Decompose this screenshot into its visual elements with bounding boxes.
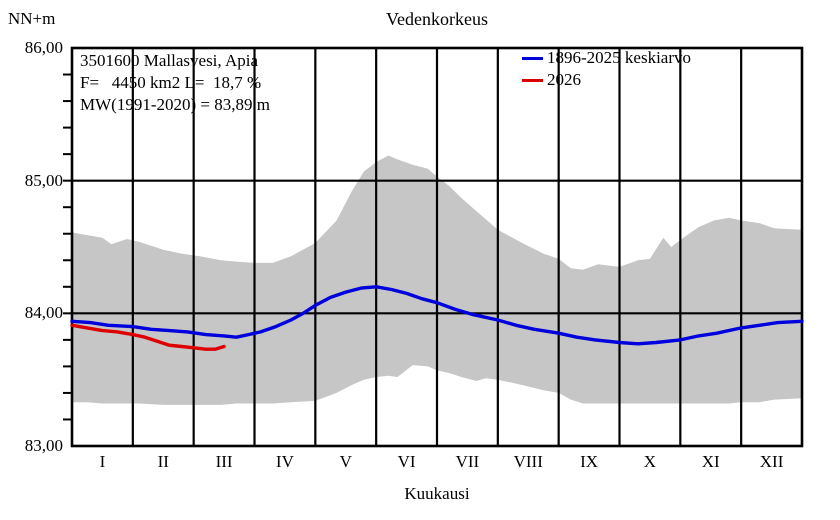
- x-tick-label: IX: [580, 452, 599, 471]
- legend: 1896-2025 keskiarvo 2026: [522, 47, 691, 91]
- y-tick-label: 85,00: [24, 170, 63, 190]
- x-tick-label: IV: [275, 452, 294, 471]
- year-2026-line: [70, 323, 226, 351]
- x-tick-label: VI: [397, 452, 416, 471]
- y-tick-label: 84,00: [24, 303, 63, 323]
- legend-item-mean: 1896-2025 keskiarvo: [522, 47, 691, 69]
- x-tick-label: V: [339, 452, 352, 471]
- legend-label-mean: 1896-2025 keskiarvo: [547, 48, 692, 67]
- x-tick-label: I: [99, 452, 106, 471]
- year-2026-swatch: [522, 78, 543, 82]
- y-axis-unit-label: NN+m: [8, 9, 56, 28]
- legend-label-2026: 2026: [547, 70, 581, 89]
- chart-title: Vedenkorkeus: [386, 9, 488, 29]
- x-tick-label: XII: [759, 452, 784, 471]
- y-tick-label: 86,00: [24, 38, 63, 57]
- station-info-box: 3501600 Mallasvesi, Apia F= 4450 km2 L= …: [80, 50, 270, 116]
- x-axis-title: Kuukausi: [404, 484, 470, 503]
- y-tick-label: 83,00: [24, 436, 63, 455]
- x-tick-label: II: [157, 452, 169, 471]
- mean-line-swatch: [522, 56, 543, 60]
- catchment-parameters: F= 4450 km2 L= 18,7 %: [80, 73, 262, 92]
- plot-frame: [70, 46, 804, 448]
- legend-item-2026: 2026: [522, 69, 691, 91]
- x-tick-label: III: [215, 452, 233, 471]
- station-id-name: 3501600 Mallasvesi, Apia: [80, 51, 259, 70]
- mean-water-level: MW(1991-2020) = 83,89 m: [80, 95, 270, 114]
- x-tick-label: VIII: [513, 452, 543, 471]
- mean-line: [70, 285, 804, 346]
- x-tick-label: X: [643, 452, 657, 471]
- x-tick-label: XI: [701, 452, 720, 471]
- x-tick-label: VII: [455, 452, 480, 471]
